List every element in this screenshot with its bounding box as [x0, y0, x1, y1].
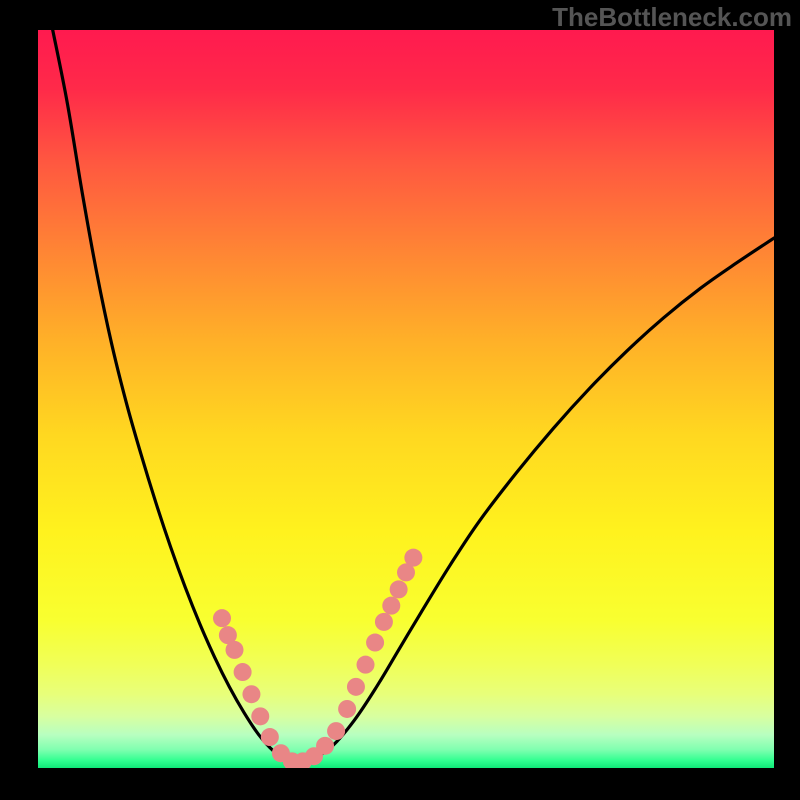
data-marker	[261, 728, 279, 746]
data-marker	[226, 641, 244, 659]
watermark-text: TheBottleneck.com	[552, 2, 792, 33]
curve-group	[53, 30, 774, 764]
data-marker	[347, 678, 365, 696]
data-marker	[366, 634, 384, 652]
data-marker	[251, 707, 269, 725]
data-marker	[327, 722, 345, 740]
data-marker	[390, 580, 408, 598]
data-marker	[357, 656, 375, 674]
data-marker	[338, 700, 356, 718]
data-marker	[404, 549, 422, 567]
data-marker	[242, 685, 260, 703]
plot-area	[38, 30, 774, 768]
data-marker	[382, 597, 400, 615]
data-marker	[234, 663, 252, 681]
curve-right-branch	[296, 238, 774, 764]
data-marker	[213, 609, 231, 627]
data-marker	[316, 737, 334, 755]
data-marker	[375, 613, 393, 631]
bottleneck-curve-svg	[38, 30, 774, 768]
curve-left-branch	[53, 30, 296, 764]
marker-group	[213, 549, 422, 768]
